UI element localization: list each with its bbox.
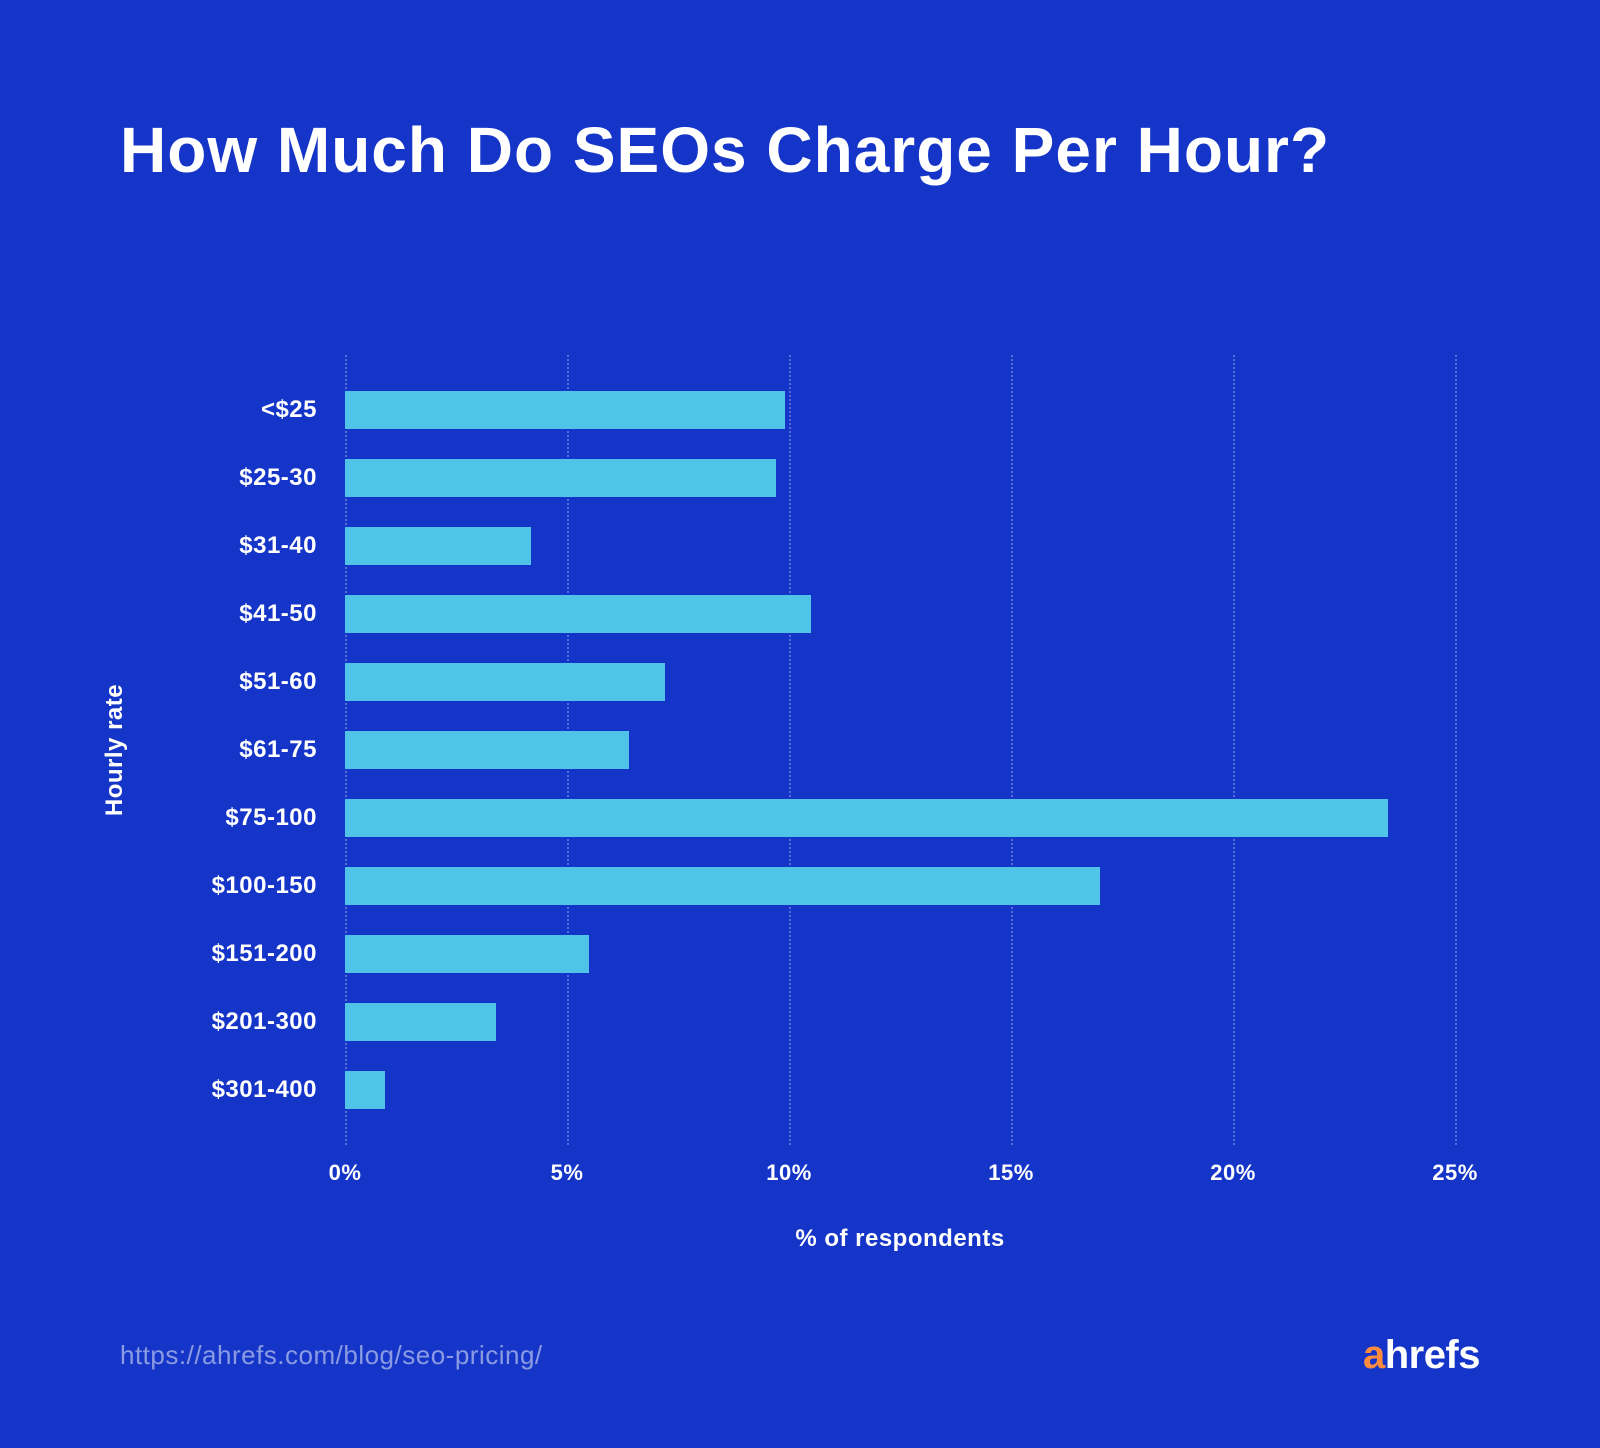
chart-row: $25-30: [345, 459, 1455, 497]
chart-row: $61-75: [345, 731, 1455, 769]
logo-rest: hrefs: [1385, 1333, 1480, 1377]
chart-row: <$25: [345, 391, 1455, 429]
chart-row: $75-100: [345, 799, 1455, 837]
category-label: $25-30: [239, 464, 317, 492]
category-label: $75-100: [225, 804, 317, 832]
category-label: $301-400: [212, 1076, 317, 1104]
bar: [345, 1003, 496, 1041]
chart-title: How Much Do SEOs Charge Per Hour?: [120, 110, 1480, 190]
bar: [345, 391, 785, 429]
bar: [345, 799, 1388, 837]
bar: [345, 867, 1100, 905]
category-label: <$25: [261, 396, 317, 424]
chart-area: Hourly rate 0%5%10%15%20%25%<$25$25-30$3…: [175, 370, 1455, 1130]
category-label: $151-200: [212, 940, 317, 968]
chart-row: $201-300: [345, 1003, 1455, 1041]
source-url: https://ahrefs.com/blog/seo-pricing/: [120, 1340, 543, 1371]
bar: [345, 1071, 385, 1109]
category-label: $51-60: [239, 668, 317, 696]
category-label: $201-300: [212, 1008, 317, 1036]
category-label: $100-150: [212, 872, 317, 900]
x-tick-label: 5%: [551, 1160, 584, 1186]
chart-row: $41-50: [345, 595, 1455, 633]
bar: [345, 595, 811, 633]
ahrefs-logo: ahrefs: [1363, 1333, 1480, 1378]
bar: [345, 935, 589, 973]
footer: https://ahrefs.com/blog/seo-pricing/ ahr…: [120, 1333, 1480, 1378]
bar: [345, 459, 776, 497]
category-label: $31-40: [239, 532, 317, 560]
chart-row: $151-200: [345, 935, 1455, 973]
category-label: $41-50: [239, 600, 317, 628]
category-label: $61-75: [239, 736, 317, 764]
x-tick-label: 20%: [1210, 1160, 1256, 1186]
bar: [345, 527, 531, 565]
infographic-canvas: How Much Do SEOs Charge Per Hour? Hourly…: [0, 0, 1600, 1448]
chart-row: $100-150: [345, 867, 1455, 905]
chart-row: $51-60: [345, 663, 1455, 701]
x-tick-label: 25%: [1432, 1160, 1478, 1186]
chart-row: $31-40: [345, 527, 1455, 565]
x-tick-label: 10%: [766, 1160, 812, 1186]
plot-area: 0%5%10%15%20%25%<$25$25-30$31-40$41-50$5…: [345, 370, 1455, 1130]
logo-accent-letter: a: [1363, 1333, 1385, 1377]
gridline: [1455, 355, 1457, 1145]
x-tick-label: 0%: [329, 1160, 362, 1186]
y-axis-label: Hourly rate: [101, 684, 129, 816]
bar: [345, 731, 629, 769]
chart-row: $301-400: [345, 1071, 1455, 1109]
bar: [345, 663, 665, 701]
x-axis-label: % of respondents: [175, 1225, 1455, 1253]
x-tick-label: 15%: [988, 1160, 1034, 1186]
